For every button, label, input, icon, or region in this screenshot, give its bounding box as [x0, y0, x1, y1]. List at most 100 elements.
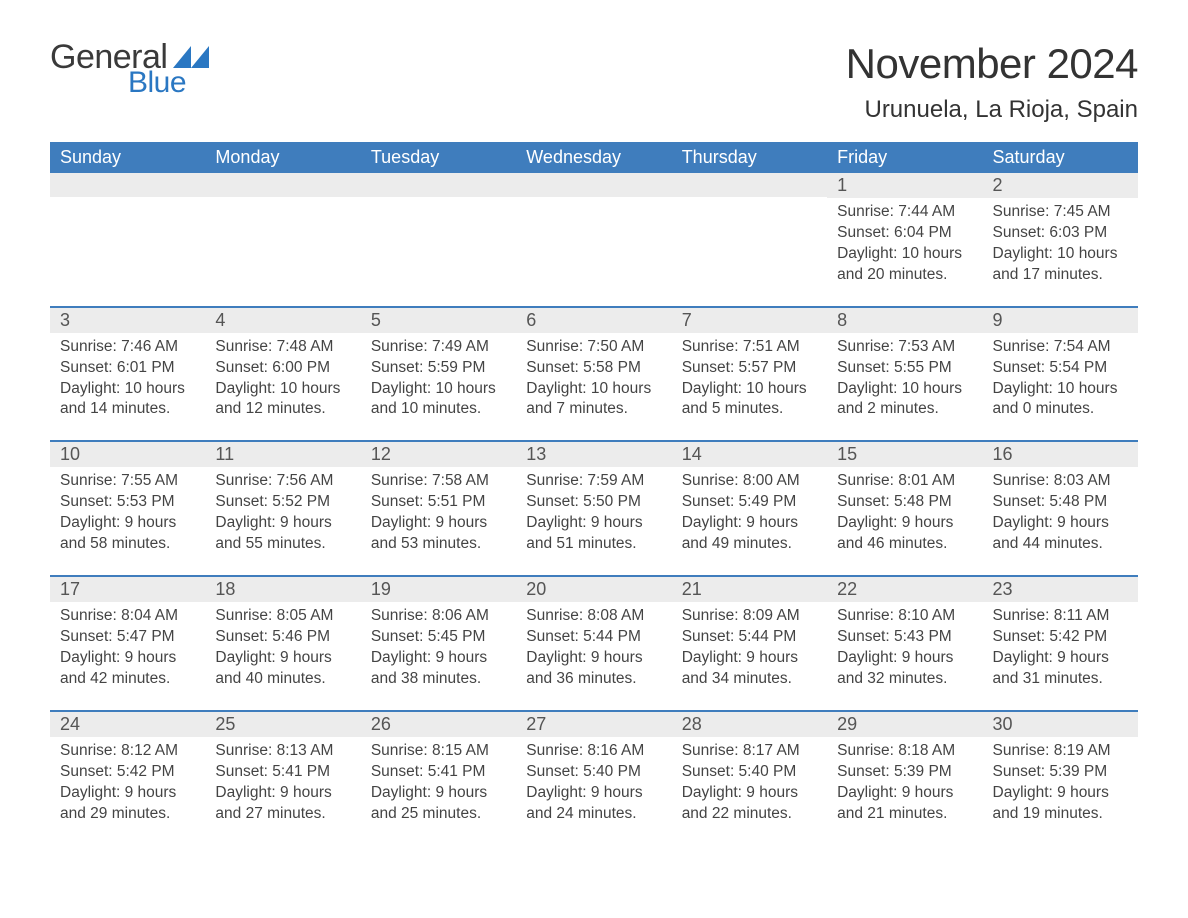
daylight-line: Daylight: 9 hours and 29 minutes. — [60, 783, 195, 825]
day-body: Sunrise: 7:44 AMSunset: 6:04 PMDaylight:… — [827, 198, 982, 306]
daylight-line: Daylight: 10 hours and 10 minutes. — [371, 379, 506, 421]
day-cell: 15Sunrise: 8:01 AMSunset: 5:48 PMDayligh… — [827, 441, 982, 576]
day-cell: 28 Sunrise: 8:17 AMSunset: 5:40 PMDayligh… — [672, 711, 827, 845]
day-number: 23 — [983, 577, 1138, 602]
day-cell — [361, 173, 516, 307]
sunrise-line: Sunrise: 7:55 AM — [60, 471, 195, 492]
daylight-line: Daylight: 9 hours and 55 minutes. — [215, 513, 350, 555]
day-number: 26 — [361, 712, 516, 737]
sunset-line: Sunset: 6:00 PM — [215, 358, 350, 379]
daylight-line: Daylight: 9 hours and 53 minutes. — [371, 513, 506, 555]
day-number: 22 — [827, 577, 982, 602]
day-body: Sunrise: 8:00 AMSunset: 5:49 PMDaylight:… — [672, 467, 827, 575]
sunrise-line: Sunrise: 8:19 AM — [993, 741, 1128, 762]
day-number: 6 — [516, 308, 671, 333]
sunset-line: Sunset: 5:39 PM — [993, 762, 1128, 783]
sunrise-line: Sunrise: 8:15 AM — [371, 741, 506, 762]
day-number — [672, 173, 827, 197]
day-body: Sunrise: 8:10 AMSunset: 5:43 PMDaylight:… — [827, 602, 982, 710]
calendar-table: Sunday Monday Tuesday Wednesday Thursday… — [50, 142, 1138, 844]
sunrise-line: Sunrise: 7:48 AM — [215, 337, 350, 358]
sunset-line: Sunset: 5:52 PM — [215, 492, 350, 513]
daylight-line: Daylight: 9 hours and 22 minutes. — [682, 783, 817, 825]
day-number: 28 — [672, 712, 827, 737]
day-number: 7 — [672, 308, 827, 333]
day-number: 10 — [50, 442, 205, 467]
day-number: 14 — [672, 442, 827, 467]
day-body: Sunrise: 8:18 AMSunset: 5:39 PMDaylight:… — [827, 737, 982, 845]
day-number: 3 — [50, 308, 205, 333]
day-cell: 26Sunrise: 8:15 AMSunset: 5:41 PMDayligh… — [361, 711, 516, 845]
sunset-line: Sunset: 5:39 PM — [837, 762, 972, 783]
day-body: Sunrise: 7:49 AMSunset: 5:59 PMDaylight:… — [361, 333, 516, 441]
day-body: Sunrise: 7:48 AMSunset: 6:00 PMDaylight:… — [205, 333, 360, 441]
day-number: 15 — [827, 442, 982, 467]
sunset-line: Sunset: 5:54 PM — [993, 358, 1128, 379]
sunset-line: Sunset: 5:51 PM — [371, 492, 506, 513]
day-number: 30 — [983, 712, 1138, 737]
sunset-line: Sunset: 5:43 PM — [837, 627, 972, 648]
sunrise-line: Sunrise: 7:49 AM — [371, 337, 506, 358]
day-body: Sunrise: 7:55 AMSunset: 5:53 PMDaylight:… — [50, 467, 205, 575]
sunrise-line: Sunrise: 8:12 AM — [60, 741, 195, 762]
day-number: 18 — [205, 577, 360, 602]
day-cell: 6Sunrise: 7:50 AMSunset: 5:58 PMDaylight… — [516, 307, 671, 442]
day-cell: 17Sunrise: 8:04 AMSunset: 5:47 PMDayligh… — [50, 576, 205, 711]
week-row: 3Sunrise: 7:46 AMSunset: 6:01 PMDaylight… — [50, 307, 1138, 442]
day-body: Sunrise: 8:04 AMSunset: 5:47 PMDaylight:… — [50, 602, 205, 710]
day-number: 29 — [827, 712, 982, 737]
sunrise-line: Sunrise: 8:03 AM — [993, 471, 1128, 492]
day-cell: 22Sunrise: 8:10 AMSunset: 5:43 PMDayligh… — [827, 576, 982, 711]
sunset-line: Sunset: 5:40 PM — [682, 762, 817, 783]
day-cell: 12Sunrise: 7:58 AMSunset: 5:51 PMDayligh… — [361, 441, 516, 576]
sunrise-line: Sunrise: 7:45 AM — [993, 202, 1128, 223]
sunset-line: Sunset: 5:44 PM — [682, 627, 817, 648]
daylight-line: Daylight: 9 hours and 58 minutes. — [60, 513, 195, 555]
daylight-line: Daylight: 9 hours and 44 minutes. — [993, 513, 1128, 555]
sunrise-line: Sunrise: 8:08 AM — [526, 606, 661, 627]
sunset-line: Sunset: 5:46 PM — [215, 627, 350, 648]
day-number: 11 — [205, 442, 360, 467]
day-body: Sunrise: 7:45 AMSunset: 6:03 PMDaylight:… — [983, 198, 1138, 306]
daylight-line: Daylight: 9 hours and 31 minutes. — [993, 648, 1128, 690]
daylight-line: Daylight: 9 hours and 36 minutes. — [526, 648, 661, 690]
daylight-line: Daylight: 9 hours and 42 minutes. — [60, 648, 195, 690]
sunrise-line: Sunrise: 7:54 AM — [993, 337, 1128, 358]
dow-monday: Monday — [205, 142, 360, 173]
daylight-line: Daylight: 10 hours and 0 minutes. — [993, 379, 1128, 421]
day-number — [361, 173, 516, 197]
day-body: Sunrise: 8:15 AMSunset: 5:41 PMDaylight:… — [361, 737, 516, 845]
day-cell: 27Sunrise: 8:16 AMSunset: 5:40 PMDayligh… — [516, 711, 671, 845]
day-body: Sunrise: 8:08 AMSunset: 5:44 PMDaylight:… — [516, 602, 671, 710]
daylight-line: Daylight: 10 hours and 14 minutes. — [60, 379, 195, 421]
daylight-line: Daylight: 9 hours and 32 minutes. — [837, 648, 972, 690]
daylight-line: Daylight: 9 hours and 40 minutes. — [215, 648, 350, 690]
dow-friday: Friday — [827, 142, 982, 173]
day-body — [205, 197, 360, 293]
day-body: Sunrise: 8:19 AMSunset: 5:39 PMDaylight:… — [983, 737, 1138, 845]
day-cell: 14Sunrise: 8:00 AMSunset: 5:49 PMDayligh… — [672, 441, 827, 576]
day-cell: 7Sunrise: 7:51 AMSunset: 5:57 PMDaylight… — [672, 307, 827, 442]
day-cell: 25Sunrise: 8:13 AMSunset: 5:41 PMDayligh… — [205, 711, 360, 845]
sunrise-line: Sunrise: 8:01 AM — [837, 471, 972, 492]
day-cell: 8Sunrise: 7:53 AMSunset: 5:55 PMDaylight… — [827, 307, 982, 442]
sunrise-line: Sunrise: 8:09 AM — [682, 606, 817, 627]
sunset-line: Sunset: 5:41 PM — [215, 762, 350, 783]
day-number — [516, 173, 671, 197]
day-cell: 30Sunrise: 8:19 AMSunset: 5:39 PMDayligh… — [983, 711, 1138, 845]
day-cell: 20Sunrise: 8:08 AMSunset: 5:44 PMDayligh… — [516, 576, 671, 711]
day-cell — [516, 173, 671, 307]
day-cell: 24Sunrise: 8:12 AMSunset: 5:42 PMDayligh… — [50, 711, 205, 845]
day-body: Sunrise: 8:03 AMSunset: 5:48 PMDaylight:… — [983, 467, 1138, 575]
day-body: Sunrise: 7:54 AMSunset: 5:54 PMDaylight:… — [983, 333, 1138, 441]
sunset-line: Sunset: 5:40 PM — [526, 762, 661, 783]
sunrise-line: Sunrise: 8:11 AM — [993, 606, 1128, 627]
sunrise-line: Sunrise: 8:10 AM — [837, 606, 972, 627]
day-cell: 2Sunrise: 7:45 AMSunset: 6:03 PMDaylight… — [983, 173, 1138, 307]
daylight-line: Daylight: 9 hours and 51 minutes. — [526, 513, 661, 555]
sunset-line: Sunset: 5:48 PM — [837, 492, 972, 513]
day-body — [516, 197, 671, 293]
day-body — [361, 197, 516, 293]
sunrise-line: Sunrise: 8:17 AM — [682, 741, 817, 762]
day-cell: 9Sunrise: 7:54 AMSunset: 5:54 PMDaylight… — [983, 307, 1138, 442]
